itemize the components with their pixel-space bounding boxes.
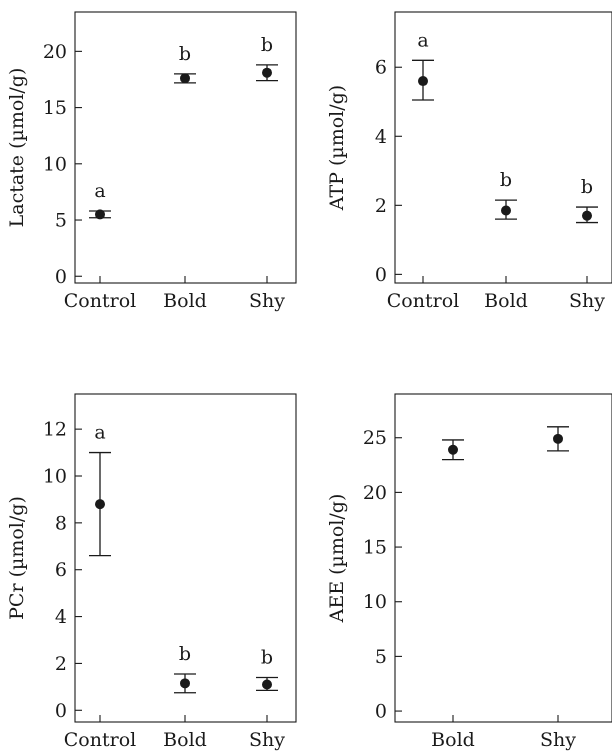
chart-panel-3: 0 2 4 6 8 10 12 PCr (µmol/g) Control a Bold b Shy b	[6, 393, 297, 751]
y-tick-label: 25	[363, 427, 387, 449]
y-tick-label: 20	[363, 482, 387, 504]
y-tick-label: 10	[43, 466, 67, 488]
chart-panel-2: 0 2 4 6 ATP (µmol/g) Control a Bold b Shy b	[326, 11, 612, 312]
data-point	[262, 679, 272, 690]
y-axis-label: PCr (µmol/g)	[6, 496, 28, 620]
x-category-label: Control	[64, 729, 136, 751]
data-point	[448, 444, 458, 455]
y-tick-label: 2	[375, 195, 387, 217]
x-category-label: Shy	[249, 729, 285, 751]
x-category-label: Control	[387, 290, 459, 312]
data-point	[582, 210, 592, 221]
plot-frame	[394, 393, 612, 723]
y-tick-label: 10	[363, 591, 387, 613]
y-tick-label: 15	[363, 537, 387, 559]
x-category-label: Bold	[163, 290, 207, 312]
y-axis-label: ATP (µmol/g)	[326, 85, 348, 211]
x-category-label: Bold	[431, 729, 475, 751]
significance-letter: b	[179, 643, 191, 665]
significance-letter: a	[417, 29, 428, 51]
data-point	[418, 76, 428, 87]
y-tick-label: 6	[375, 57, 387, 79]
y-tick-label: 10	[43, 153, 67, 175]
y-tick-label: 0	[375, 701, 387, 723]
y-tick-label: 8	[55, 512, 67, 534]
chart-panel-1: 0 5 10 15 20 Lactate (µmol/g) Control a Bold b Shy…	[6, 11, 297, 312]
x-category-label: Control	[64, 290, 136, 312]
x-category-label: Shy	[540, 729, 576, 751]
significance-letter: b	[500, 169, 512, 191]
significance-letter: b	[261, 646, 273, 668]
y-tick-label: 6	[55, 559, 67, 581]
y-tick-label: 5	[55, 210, 67, 232]
significance-letter: a	[94, 180, 105, 202]
significance-letter: b	[261, 34, 273, 56]
y-tick-label: 0	[55, 700, 67, 722]
data-point	[95, 499, 105, 510]
x-category-label: Bold	[484, 290, 528, 312]
y-tick-label: 4	[375, 126, 387, 148]
data-point	[262, 67, 272, 78]
y-tick-label: 2	[55, 653, 67, 675]
y-axis-label: Lactate (µmol/g)	[6, 68, 28, 228]
y-axis-label: AEE (µmol/g)	[326, 494, 348, 624]
significance-letter: a	[94, 422, 105, 444]
x-category-label: Shy	[569, 290, 605, 312]
y-tick-label: 5	[375, 646, 387, 668]
plot-frame	[74, 393, 297, 723]
plot-frame	[394, 11, 612, 284]
y-tick-label: 0	[55, 266, 67, 288]
data-point	[501, 205, 511, 216]
y-tick-label: 4	[55, 606, 67, 628]
chart-panel-4: 0 5 10 15 20 25 AEE (µmol/g) Bold Shy	[326, 393, 612, 751]
y-tick-label: 0	[375, 264, 387, 286]
y-tick-label: 20	[43, 41, 67, 63]
data-point	[180, 678, 190, 689]
data-point	[95, 209, 105, 220]
data-point	[180, 73, 190, 84]
y-tick-label: 15	[43, 97, 67, 119]
data-point	[553, 433, 563, 444]
y-tick-label: 12	[43, 419, 67, 441]
significance-letter: b	[179, 43, 191, 65]
x-category-label: Shy	[249, 290, 285, 312]
x-category-label: Bold	[163, 729, 207, 751]
significance-letter: b	[581, 176, 593, 198]
